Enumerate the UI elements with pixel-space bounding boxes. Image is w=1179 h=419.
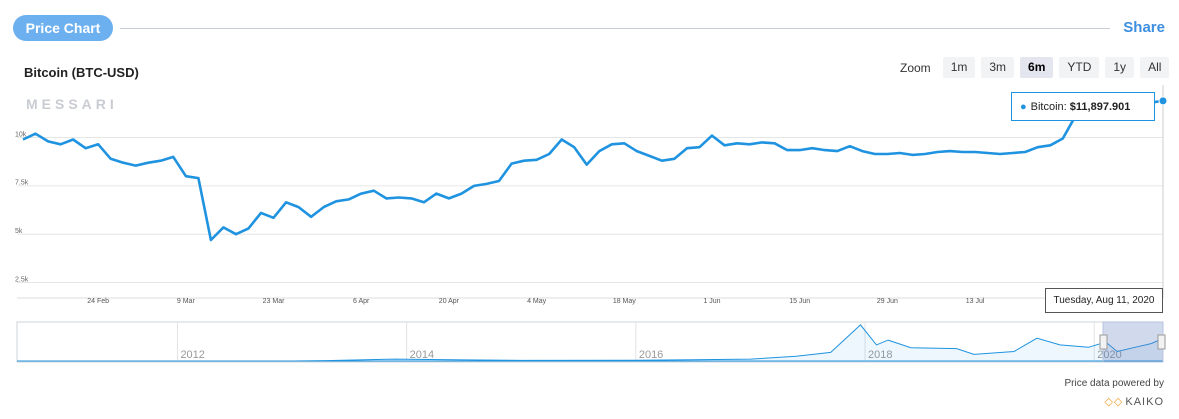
navigator-area: [17, 324, 1164, 362]
tooltip-date: Tuesday, Aug 11, 2020: [1045, 288, 1163, 313]
x-tick-label: 15 Jun: [789, 298, 810, 305]
x-tick-label: 4 May: [527, 298, 547, 305]
navigator-label: 2014: [410, 349, 434, 361]
zoom-button[interactable]: 1m: [942, 57, 976, 78]
divider: [120, 28, 1110, 29]
tooltip-value: $11,897.901: [1069, 101, 1131, 113]
x-tick-label: 20 Apr: [439, 298, 460, 305]
footer-text: Price data powered by: [1064, 378, 1164, 389]
tooltip-dot: ●: [1020, 101, 1027, 113]
zoom-button[interactable]: 1y: [1105, 57, 1135, 78]
x-tick-label: 1 Jun: [703, 298, 720, 305]
x-tick-label: 9 Mar: [177, 298, 196, 305]
tooltip: ● Bitcoin: $11,897.901: [1011, 92, 1155, 121]
price-line: [22, 99, 1164, 242]
y-tick-label: 5k: [15, 228, 23, 235]
zoom-button[interactable]: 6m: [1020, 57, 1054, 78]
brand-name: KAIKO: [1125, 396, 1164, 408]
footer-brand[interactable]: ◇◇ KAIKO: [1104, 395, 1164, 408]
y-tick-label: 7.5k: [15, 180, 29, 187]
navigator-window: [1102, 321, 1164, 363]
logo: MESSARI: [26, 96, 118, 112]
tooltip-label: Bitcoin:: [1030, 101, 1067, 113]
zoom-button[interactable]: YTD: [1059, 57, 1100, 78]
x-tick-label: 6 Apr: [353, 298, 370, 305]
y-tick-label: 10k: [15, 131, 27, 138]
x-tick-label: 24 Feb: [87, 298, 109, 305]
x-tick-label: 13 Jul: [966, 298, 985, 305]
tab[interactable]: Price Chart: [13, 15, 113, 41]
hover-point: [1158, 96, 1168, 106]
y-tick-label: 2.5k: [15, 276, 29, 283]
zoom-button[interactable]: 3m: [981, 57, 1015, 78]
navigator-label: 2016: [639, 349, 663, 361]
navigator-handle[interactable]: [1099, 334, 1108, 350]
zoom-label: Zoom: [900, 60, 931, 75]
x-tick-label: 18 May: [613, 298, 636, 305]
x-tick-label: 23 Mar: [263, 298, 285, 305]
navigator-label: 2018: [868, 349, 892, 361]
navigator-handle[interactable]: [1157, 334, 1166, 350]
chart-title: Bitcoin (BTC-USD): [24, 65, 139, 80]
zoom-button[interactable]: All: [1140, 57, 1170, 78]
zoom-bar: Zoom 1m 3m 6m YTD 1y All: [900, 57, 1170, 78]
x-tick-label: 29 Jun: [877, 298, 898, 305]
brand-icon: ◇◇: [1104, 396, 1124, 408]
navigator-label: 2012: [180, 349, 204, 361]
share-link[interactable]: Share: [1123, 19, 1165, 36]
